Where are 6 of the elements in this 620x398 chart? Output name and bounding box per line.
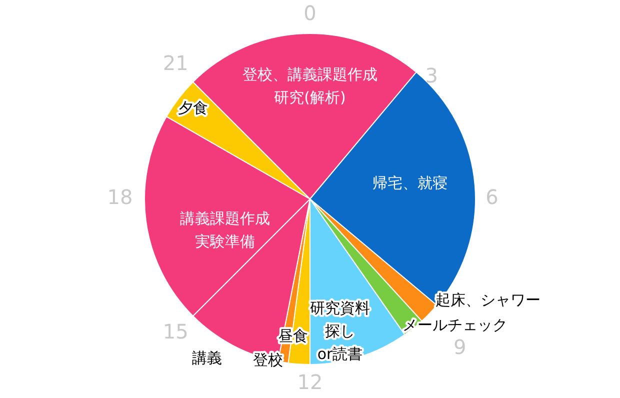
slice-label: 講義課題作成実験準備 (180, 209, 270, 250)
slice-label: メールチェック (402, 316, 508, 334)
slice-label: 帰宅、就寝 (372, 174, 448, 192)
slice-label: 登校、講義課題作成研究(解析) (242, 65, 378, 106)
slice-label: 夕食 (178, 98, 208, 117)
slice-label: 講義 (192, 348, 222, 367)
